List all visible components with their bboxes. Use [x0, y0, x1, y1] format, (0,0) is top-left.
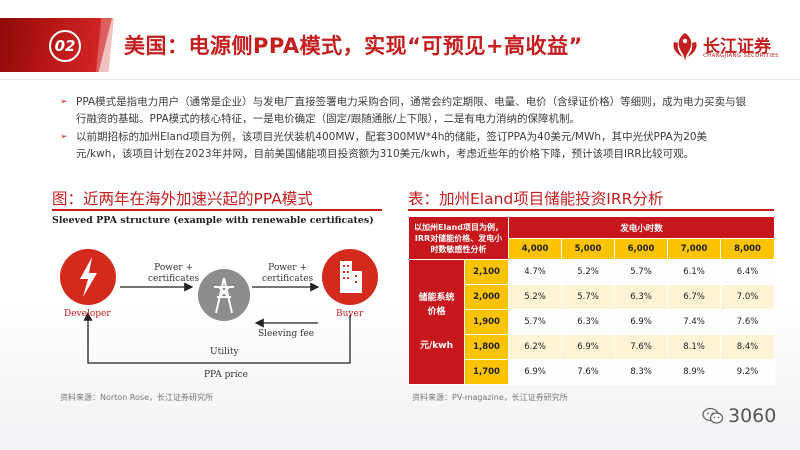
figure-heading-underline — [52, 209, 382, 211]
table-cell: 8.4% — [720, 334, 776, 360]
table-cell: 6.3% — [561, 309, 616, 335]
diagram-graphics — [60, 249, 378, 364]
utility-label: Utility — [210, 347, 239, 357]
wechat-icon — [702, 407, 724, 424]
ppa-price-label: PPA price — [204, 370, 248, 380]
table-cell: 8.1% — [667, 334, 722, 360]
table-cell: 7.6% — [614, 334, 669, 360]
table-cell: 7.6% — [720, 309, 776, 335]
table-cell: 6.9% — [614, 309, 669, 335]
sleeving-fee-label: Sleeving fee — [258, 329, 315, 339]
arrow-bullet-icon: ➢ — [60, 97, 68, 107]
header-accent-stripe — [96, 18, 114, 72]
bullet-item: ➢ 以前期招标的加州Eland项目为例，该项目光伏装机400MW，配套300MW… — [60, 129, 750, 163]
row-label-spacer — [409, 319, 464, 339]
company-logo: 长江证券 CHANGJIANG SECURITIES — [668, 30, 780, 66]
logo-english-name: CHANGJIANG SECURITIES — [703, 53, 779, 59]
table-cell: 6.9% — [561, 334, 616, 360]
label-line: certificates — [148, 274, 200, 284]
column-header: 4,000 — [508, 238, 563, 260]
diagram-title: Sleeved PPA structure (example with rene… — [52, 215, 374, 226]
table-row: 储能系统 价格 元/kwh 2,100 4.7% 5.2% 5.7% 6.1% … — [408, 259, 776, 385]
column-header: 6,000 — [614, 238, 669, 260]
row-group-label: 储能系统 价格 元/kwh — [408, 259, 465, 385]
table-cell: 6.9% — [508, 359, 563, 385]
lightning-icon — [60, 249, 116, 305]
ppa-price-arrow — [83, 311, 351, 364]
arrow-bullet-icon: ➢ — [60, 132, 68, 142]
column-header: 8,000 — [720, 238, 776, 260]
row-label-line: 储能系统 — [418, 293, 455, 303]
figure-heading: 图：近两年在海外加速兴起的PPA模式 — [52, 190, 313, 208]
ppa-diagram: Sleeved PPA structure (example with rene… — [52, 215, 382, 395]
building-icon — [322, 249, 378, 305]
col-group-header: 发电小时数 — [508, 216, 776, 239]
table-cell: 6.4% — [720, 259, 776, 285]
table-corner-label: 以加州Eland项目为例，IRR对储能价格、发电小时数敏感性分析 — [407, 216, 510, 260]
table-cell: 5.7% — [561, 284, 616, 310]
buyer-label: Buyer — [336, 309, 364, 319]
power-certificates-label-right: Power + certificates — [262, 263, 313, 285]
irr-sensitivity-table: 以加州Eland项目为例，IRR对储能价格、发电小时数敏感性分析 发电小时数 4… — [407, 216, 776, 385]
row-label-line: 价格 — [427, 307, 446, 317]
row-header: 1,900 — [463, 309, 510, 335]
column-header: 7,000 — [667, 238, 722, 260]
table-cell: 7.0% — [720, 284, 776, 310]
phoenix-logo-icon — [673, 33, 697, 61]
table-cell: 8.9% — [667, 359, 722, 385]
transmission-tower-icon — [198, 269, 250, 321]
table-row: 1,700 6.9% 7.6% 8.3% 8.9% 9.2% — [409, 359, 776, 385]
table-cell: 6.7% — [667, 284, 722, 310]
watermark-text: 3060 — [728, 405, 777, 427]
header-bar: 02 美国：电源侧PPA模式，实现“可预见+高收益” 长江证券 CHANGJIA… — [0, 0, 800, 80]
watermark: 3060 — [702, 405, 776, 427]
developer-label: Developer — [64, 309, 111, 319]
row-header: 2,100 — [463, 259, 510, 285]
table-heading-underline — [408, 209, 774, 211]
label-line: Power + — [268, 263, 307, 273]
column-header: 5,000 — [561, 238, 616, 260]
row-header: 1,700 — [463, 359, 510, 385]
bullet-list: ➢ PPA模式是指电力用户（通常是企业）与发电厂直接签署电力采购合同，通常会约定… — [60, 94, 750, 164]
row-header: 2,000 — [463, 284, 510, 310]
label-line: Power + — [154, 263, 193, 273]
table-cell: 9.2% — [720, 359, 776, 385]
row-header: 1,800 — [463, 334, 510, 360]
section-number-badge: 02 — [49, 30, 81, 62]
table-cell: 5.7% — [508, 309, 563, 335]
table-cell: 6.3% — [614, 284, 669, 310]
table-cell: 5.2% — [561, 259, 616, 285]
logo-chinese-name: 长江证券 — [703, 37, 771, 57]
table-cell: 5.2% — [508, 284, 563, 310]
table-cell: 7.6% — [561, 359, 616, 385]
table-cell: 7.4% — [667, 309, 722, 335]
bullet-text: 以前期招标的加州Eland项目为例，该项目光伏装机400MW，配套300MW*4… — [76, 131, 708, 160]
table-cell: 4.7% — [508, 259, 563, 285]
table-row: 2,000 5.2% 5.7% 6.3% 6.7% 7.0% — [409, 284, 776, 310]
table-source: 资料来源：PV-magazine，长江证券研究所 — [412, 393, 568, 402]
table-row: 1,800 6.2% 6.9% 7.6% 8.1% 8.4% — [409, 334, 776, 360]
header-divider — [0, 79, 800, 80]
row-label-line: 元/kwh — [420, 341, 453, 351]
figure-source: 资料来源：Norton Rose，长江证券研究所 — [60, 393, 213, 402]
table-row: 1,900 5.7% 6.3% 6.9% 7.4% 7.6% — [409, 309, 776, 335]
table-cell: 6.2% — [508, 334, 563, 360]
label-line: certificates — [262, 274, 314, 284]
table-cell: 5.7% — [614, 259, 669, 285]
bullet-item: ➢ PPA模式是指电力用户（通常是企业）与发电厂直接签署电力采购合同，通常会约定… — [60, 94, 750, 128]
table-heading: 表：加州Eland项目储能投资IRR分析 — [408, 190, 664, 208]
power-certificates-label-left: Power + certificates — [148, 263, 199, 285]
table-cell: 8.3% — [614, 359, 669, 385]
bullet-text: PPA模式是指电力用户（通常是企业）与发电厂直接签署电力采购合同，通常会约定期限… — [76, 96, 747, 125]
table-cell: 6.1% — [667, 259, 722, 285]
page-title: 美国：电源侧PPA模式，实现“可预见+高收益” — [124, 34, 583, 58]
